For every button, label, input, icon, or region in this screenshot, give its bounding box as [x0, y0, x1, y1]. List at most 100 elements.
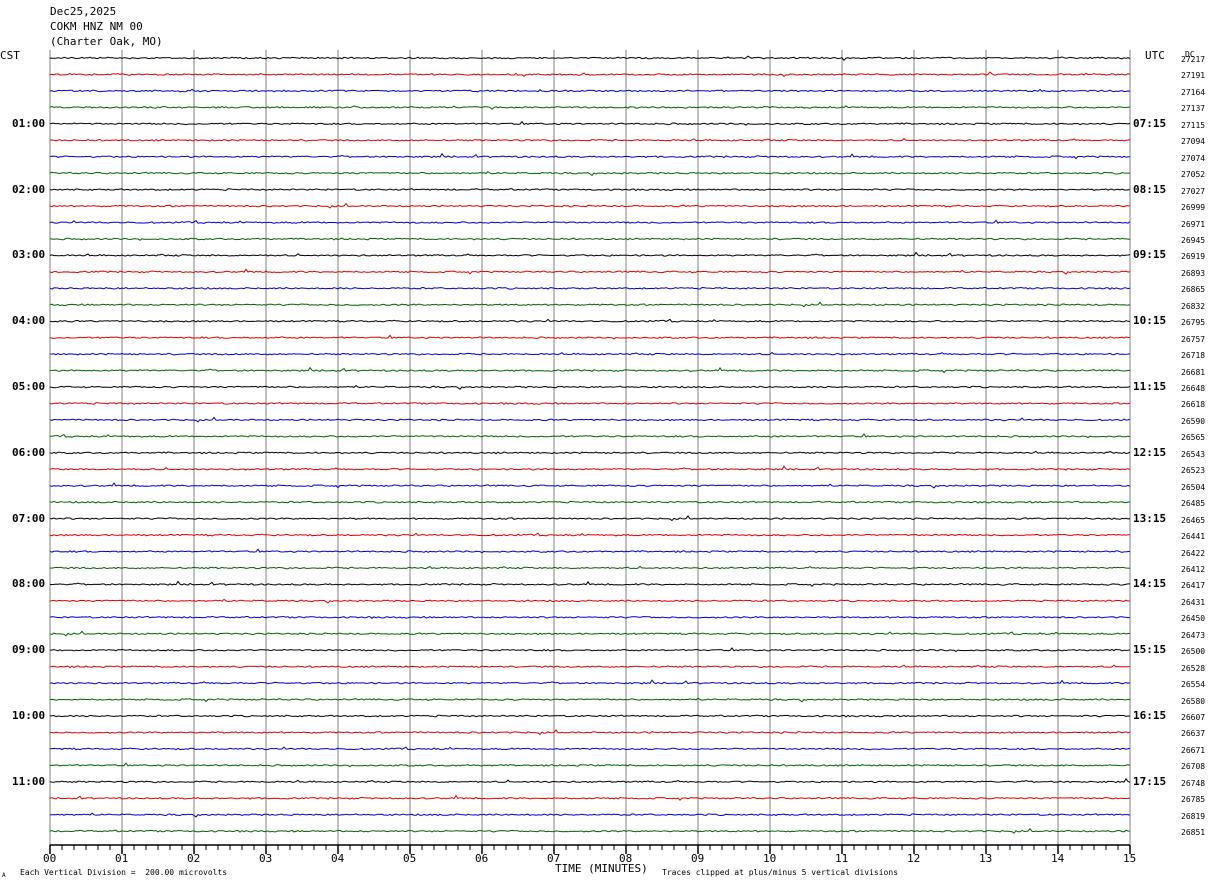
dc-offset-label: 26785: [1181, 795, 1206, 805]
dc-offset-label: 27191: [1181, 71, 1206, 81]
trace-20: [49, 384, 1131, 390]
right-time-label: 11:15: [1133, 380, 1167, 393]
dc-offset-label: 26465: [1181, 515, 1206, 525]
trace-22: [49, 416, 1131, 423]
trace-45: [49, 794, 1131, 801]
dc-offset-label: 26528: [1181, 663, 1206, 673]
trace-23: [50, 433, 1131, 439]
left-time-label: 07:00: [12, 511, 46, 525]
trace-47: [49, 827, 1131, 834]
x-tick-label: 14: [1051, 852, 1065, 865]
dc-offset-label: 26718: [1181, 351, 1206, 361]
trace-40: [49, 714, 1131, 718]
dc-offset-label: 26999: [1181, 203, 1206, 213]
station-label: COKM HNZ NM 00: [50, 20, 143, 33]
trace-30: [49, 548, 1131, 554]
dc-offset-label: 26681: [1181, 367, 1206, 377]
trace-39: [49, 697, 1131, 703]
trace-0: [49, 55, 1131, 62]
left-time-label: 10:00: [12, 709, 46, 722]
time-axis: [49, 844, 1131, 854]
dc-offset-label: 27027: [1181, 186, 1206, 196]
dc-offset-label: 26543: [1181, 449, 1206, 459]
right-time-label: 15:15: [1133, 643, 1167, 657]
dc-offset-label: 27164: [1181, 87, 1206, 97]
trace-32: [49, 580, 1130, 588]
trace-33: [49, 598, 1131, 604]
right-time-label: 13:15: [1133, 511, 1167, 525]
right-time-label: 12:15: [1133, 445, 1167, 459]
trace-9: [49, 202, 1131, 209]
trace-31: [49, 565, 1131, 570]
dc-offset-label: 26748: [1181, 778, 1206, 788]
right-timezone-label: UTC: [1145, 49, 1165, 62]
trace-36: [49, 647, 1131, 653]
trace-8: [49, 188, 1131, 192]
right-time-label: 07:15: [1133, 116, 1167, 130]
dc-offset-label: 26565: [1181, 433, 1206, 443]
dc-offset-label: 26819: [1181, 811, 1206, 821]
trace-17: [49, 334, 1131, 340]
dc-offset-label: 26648: [1181, 384, 1206, 393]
trace-18: [49, 351, 1131, 356]
trace-25: [49, 465, 1131, 471]
dc-offset-label: 26485: [1181, 499, 1206, 509]
left-time-label: 02:00: [12, 182, 46, 196]
right-time-label: 17:15: [1133, 774, 1167, 788]
dc-offset-label: 26580: [1181, 696, 1206, 706]
dc-offset-label: 26431: [1181, 597, 1206, 607]
right-time-label: 09:15: [1133, 248, 1167, 262]
dc-offset-label: 26971: [1181, 219, 1206, 229]
x-tick-label: 04: [331, 852, 345, 865]
trace-37: [50, 664, 1131, 669]
dc-offset-label: 26795: [1181, 318, 1206, 328]
trace-4: [49, 120, 1131, 126]
x-tick-label: 06: [475, 852, 489, 865]
x-tick-label: 00: [43, 852, 57, 865]
right-time-label: 08:15: [1133, 182, 1167, 196]
clip-note: Traces clipped at plus/minus 5 vertical …: [662, 868, 899, 877]
trace-24: [49, 450, 1131, 455]
trace-29: [49, 532, 1131, 537]
x-tick-label: 10: [763, 852, 777, 865]
dc-offset-label: 26417: [1181, 581, 1206, 591]
dc-offset-label: 26523: [1181, 466, 1206, 476]
right-time-label: 14:15: [1133, 577, 1167, 591]
trace-41: [49, 729, 1131, 736]
right-time-label: 10:15: [1133, 314, 1167, 328]
dc-offset-label: 26945: [1181, 235, 1206, 245]
trace-16: [49, 318, 1131, 323]
trace-35: [49, 630, 1131, 637]
dc-offset-label: 26919: [1181, 252, 1206, 262]
trace-27: [50, 500, 1131, 504]
left-time-label: 03:00: [12, 248, 46, 262]
trace-42: [49, 746, 1131, 751]
left-time-label: 04:00: [12, 314, 46, 328]
dc-offset-label: 26832: [1181, 301, 1206, 311]
corner-mark: A: [2, 872, 6, 879]
trace-3: [49, 105, 1131, 110]
dc-offset-label: 26865: [1181, 285, 1206, 295]
dc-offset-label: 26851: [1181, 828, 1206, 838]
dc-offset-label: 26637: [1181, 729, 1206, 739]
trace-21: [49, 402, 1131, 406]
x-tick-label: 03: [259, 852, 273, 865]
dc-offset-label: 27052: [1181, 170, 1206, 180]
x-tick-label: 08: [619, 852, 633, 865]
x-tick-label: 13: [979, 852, 993, 865]
x-tick-label: 12: [907, 852, 921, 865]
dc-offset-label: 26500: [1181, 647, 1206, 657]
grid-lines: [49, 50, 1131, 845]
trace-12: [49, 251, 1131, 257]
scale-note: Each Vertical Division = 200.00 microvol…: [20, 868, 228, 877]
trace-10: [49, 219, 1131, 224]
dc-offset-label: 26618: [1181, 400, 1206, 410]
left-time-label: 05:00: [12, 380, 46, 393]
trace-19: [49, 366, 1131, 374]
trace-34: [49, 615, 1131, 619]
dc-offset-label: 26757: [1181, 334, 1206, 344]
trace-11: [49, 237, 1131, 241]
trace-38: [49, 679, 1131, 685]
dc-offset-label: 26473: [1181, 630, 1206, 640]
